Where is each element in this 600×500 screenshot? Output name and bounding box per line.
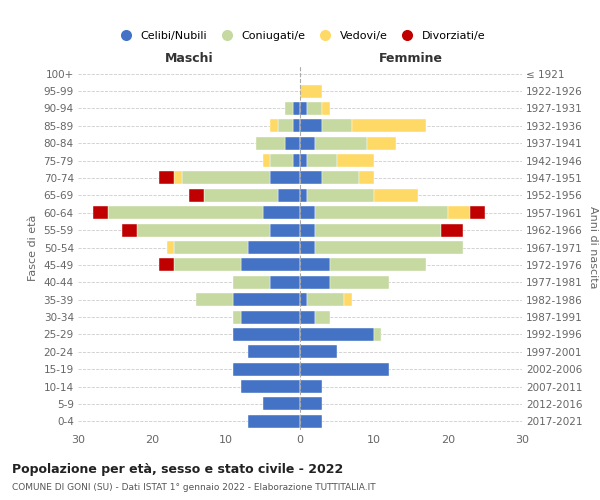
Bar xyxy=(271,276,300,289)
Bar xyxy=(322,102,329,115)
Bar xyxy=(271,120,278,132)
Bar xyxy=(315,310,329,324)
Bar xyxy=(167,241,174,254)
Bar xyxy=(300,120,322,132)
Bar xyxy=(300,224,315,236)
Bar xyxy=(107,206,263,220)
Text: Popolazione per età, sesso e stato civile - 2022: Popolazione per età, sesso e stato civil… xyxy=(12,462,343,475)
Bar xyxy=(300,84,322,98)
Bar xyxy=(322,120,352,132)
Bar xyxy=(300,293,307,306)
Bar xyxy=(300,346,337,358)
Bar xyxy=(233,310,241,324)
Bar xyxy=(160,172,174,184)
Bar xyxy=(174,172,182,184)
Bar xyxy=(367,136,396,149)
Bar xyxy=(233,293,300,306)
Bar xyxy=(300,206,315,220)
Bar xyxy=(160,258,174,272)
Bar xyxy=(359,172,374,184)
Bar xyxy=(204,189,278,202)
Legend: Celibi/Nubili, Coniugati/e, Vedovi/e, Divorziati/e: Celibi/Nubili, Coniugati/e, Vedovi/e, Di… xyxy=(110,27,490,46)
Text: Femmine: Femmine xyxy=(379,52,443,64)
Bar xyxy=(233,328,300,341)
Bar xyxy=(315,224,440,236)
Bar xyxy=(307,293,344,306)
Bar xyxy=(344,293,352,306)
Bar xyxy=(278,120,293,132)
Bar xyxy=(293,102,300,115)
Bar xyxy=(233,362,300,376)
Bar xyxy=(93,206,107,220)
Bar xyxy=(271,172,300,184)
Bar xyxy=(470,206,485,220)
Bar xyxy=(233,276,271,289)
Bar xyxy=(285,136,300,149)
Bar xyxy=(307,154,337,167)
Bar xyxy=(300,398,322,410)
Bar xyxy=(307,189,374,202)
Bar xyxy=(189,189,204,202)
Bar xyxy=(300,136,315,149)
Bar xyxy=(248,346,300,358)
Bar xyxy=(248,415,300,428)
Bar xyxy=(293,120,300,132)
Bar xyxy=(329,258,426,272)
Bar xyxy=(374,189,418,202)
Bar xyxy=(448,206,470,220)
Bar xyxy=(248,241,300,254)
Bar xyxy=(440,224,463,236)
Y-axis label: Anni di nascita: Anni di nascita xyxy=(589,206,598,289)
Bar xyxy=(293,154,300,167)
Bar xyxy=(322,172,359,184)
Bar xyxy=(196,293,233,306)
Bar xyxy=(329,276,389,289)
Bar xyxy=(122,224,137,236)
Text: COMUNE DI GONI (SU) - Dati ISTAT 1° gennaio 2022 - Elaborazione TUTTITALIA.IT: COMUNE DI GONI (SU) - Dati ISTAT 1° genn… xyxy=(12,482,376,492)
Bar xyxy=(182,172,271,184)
Bar xyxy=(300,258,329,272)
Bar xyxy=(307,102,322,115)
Bar xyxy=(263,154,271,167)
Bar xyxy=(278,189,300,202)
Bar xyxy=(300,102,307,115)
Bar xyxy=(271,154,293,167)
Bar xyxy=(241,380,300,393)
Bar xyxy=(300,276,329,289)
Bar xyxy=(300,189,307,202)
Y-axis label: Fasce di età: Fasce di età xyxy=(28,214,38,280)
Bar xyxy=(300,310,315,324)
Bar xyxy=(263,206,300,220)
Bar xyxy=(300,415,322,428)
Bar xyxy=(300,172,322,184)
Bar xyxy=(315,136,367,149)
Bar xyxy=(300,241,315,254)
Bar xyxy=(174,241,248,254)
Bar xyxy=(374,328,382,341)
Bar xyxy=(137,224,271,236)
Bar xyxy=(337,154,374,167)
Bar xyxy=(271,224,300,236)
Bar xyxy=(300,328,374,341)
Bar xyxy=(263,398,300,410)
Bar xyxy=(256,136,285,149)
Text: Maschi: Maschi xyxy=(164,52,214,64)
Bar xyxy=(300,154,307,167)
Bar xyxy=(352,120,426,132)
Bar xyxy=(300,362,389,376)
Bar xyxy=(315,241,463,254)
Bar xyxy=(285,102,293,115)
Bar xyxy=(315,206,448,220)
Bar xyxy=(300,380,322,393)
Bar xyxy=(241,310,300,324)
Bar xyxy=(241,258,300,272)
Bar xyxy=(174,258,241,272)
